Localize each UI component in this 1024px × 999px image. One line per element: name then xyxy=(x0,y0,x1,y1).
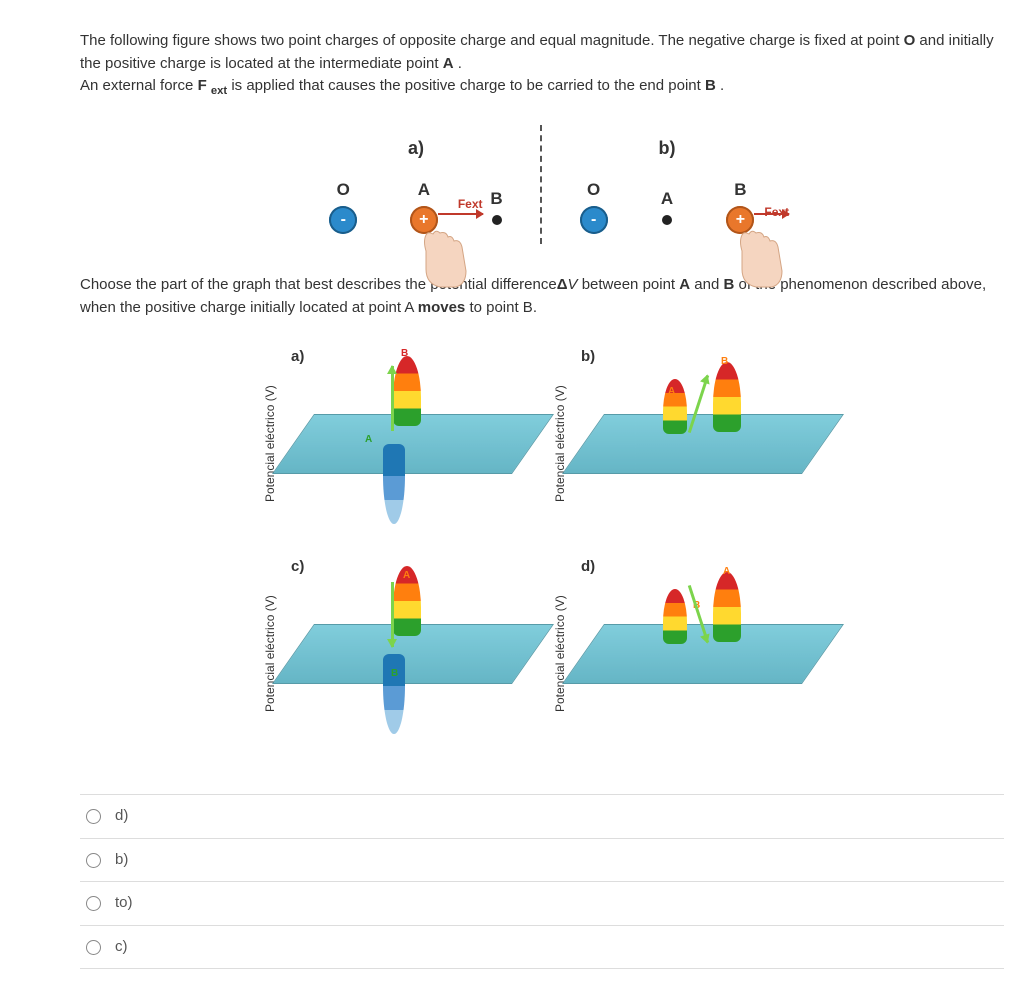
y-axis-label: Potencial eléctrico (V) xyxy=(547,344,573,544)
negative-charge-icon: - xyxy=(329,206,357,234)
hand-icon xyxy=(734,229,784,289)
point-a-b: A xyxy=(661,186,673,226)
config-b-label: b) xyxy=(562,135,772,162)
surface-plane xyxy=(562,414,844,474)
point-a-a: A + Fext xyxy=(410,177,438,235)
point-o-b: O - xyxy=(580,177,608,235)
point-o-a: O - xyxy=(329,177,357,235)
option-d[interactable]: d) xyxy=(80,795,1004,839)
radio-icon[interactable] xyxy=(86,809,101,824)
text: An external force xyxy=(80,77,198,94)
delta: Δ xyxy=(557,276,568,293)
dot-icon xyxy=(492,215,502,225)
force-f: F xyxy=(198,77,207,94)
point-a: A xyxy=(443,55,454,72)
answer-options: d) b) to) c) xyxy=(80,794,1004,969)
graph-b: Potencial eléctrico (V) b) A B xyxy=(547,344,827,544)
hand-icon xyxy=(418,229,468,289)
point-a: A xyxy=(679,276,690,293)
potential-graphs: Potencial eléctrico (V) a) B A Potencial… xyxy=(80,344,1004,754)
left-peak-label: A xyxy=(668,384,675,399)
radio-icon[interactable] xyxy=(86,853,101,868)
text: . xyxy=(458,55,462,72)
graph-b-label: b) xyxy=(581,346,595,369)
arrow-up-icon xyxy=(391,366,394,431)
graph-c-label: c) xyxy=(291,556,304,579)
right-peak-label: A xyxy=(723,564,730,579)
y-axis-label: Potencial eléctrico (V) xyxy=(257,344,283,544)
force-arrow-icon xyxy=(438,213,483,215)
well-label: B xyxy=(391,666,398,681)
text: between point xyxy=(582,276,680,293)
moves: moves xyxy=(418,299,466,316)
arrow-down-icon xyxy=(391,582,394,647)
graph-c: Potencial eléctrico (V) c) A B xyxy=(257,554,537,754)
potential-peak xyxy=(393,356,421,426)
option-label: to) xyxy=(115,892,133,915)
y-axis-label: Potencial eléctrico (V) xyxy=(257,554,283,754)
radio-icon[interactable] xyxy=(86,940,101,955)
charge-diagram: a) O - A + Fext B b) xyxy=(80,125,1004,245)
option-label: b) xyxy=(115,849,128,872)
config-b: b) O - A B + Fext xyxy=(542,125,792,245)
potential-peak xyxy=(663,589,687,644)
point-b: B xyxy=(723,276,734,293)
config-a-label: a) xyxy=(312,135,520,162)
radio-icon[interactable] xyxy=(86,896,101,911)
well-label: A xyxy=(365,432,372,447)
graph-a-label: a) xyxy=(291,346,304,369)
option-b[interactable]: b) xyxy=(80,839,1004,883)
delta-v: V xyxy=(568,276,578,293)
potential-well xyxy=(383,444,405,524)
graph-d-label: d) xyxy=(581,556,595,579)
graph-a: Potencial eléctrico (V) a) B A xyxy=(257,344,537,544)
text: Choose the part of the graph that best d… xyxy=(80,276,557,293)
config-a: a) O - A + Fext B xyxy=(292,125,542,245)
text: to point B. xyxy=(469,299,537,316)
text: . xyxy=(720,77,724,94)
dot-icon xyxy=(662,215,672,225)
text: is applied that causes the positive char… xyxy=(231,77,705,94)
potential-peak xyxy=(713,362,741,432)
option-to[interactable]: to) xyxy=(80,882,1004,926)
text: point A xyxy=(369,299,418,316)
fext-label: Fext xyxy=(764,203,789,221)
option-label: d) xyxy=(115,805,128,828)
peak-label: B xyxy=(401,346,408,361)
graph-d: Potencial eléctrico (V) d) B A xyxy=(547,554,827,754)
negative-charge-icon: - xyxy=(580,206,608,234)
question-text: Choose the part of the graph that best d… xyxy=(80,274,1004,319)
point-b: B xyxy=(705,77,716,94)
option-label: c) xyxy=(115,936,128,959)
point-b-b: B + Fext xyxy=(726,177,754,235)
point-b-a: B xyxy=(490,186,502,226)
text: and xyxy=(694,276,723,293)
problem-statement: The following figure shows two point cha… xyxy=(80,30,1004,100)
y-axis-label: Potencial eléctrico (V) xyxy=(547,554,573,754)
point-o: O xyxy=(904,32,916,49)
force-sub: ext xyxy=(211,85,227,97)
peak-label: A xyxy=(403,568,410,583)
option-c[interactable]: c) xyxy=(80,926,1004,970)
right-peak-label: B xyxy=(721,354,728,369)
fext-label: Fext xyxy=(458,195,483,213)
text: The following figure shows two point cha… xyxy=(80,32,904,49)
potential-peak xyxy=(713,572,741,642)
